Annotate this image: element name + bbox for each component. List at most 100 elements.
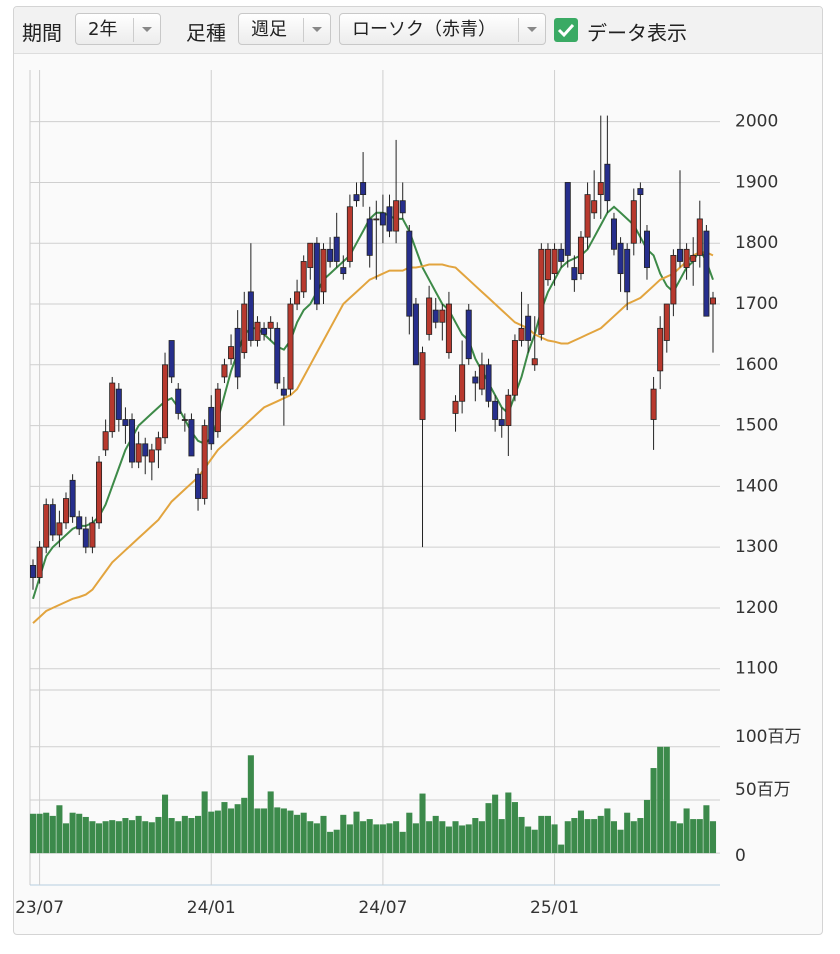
candle-body: [597, 182, 604, 196]
volume-bar: [393, 821, 400, 854]
volume-bar: [498, 819, 505, 854]
volume-bar: [399, 831, 406, 854]
candle-body: [366, 218, 373, 256]
interval-select[interactable]: 週足: [238, 13, 331, 45]
volume-bar: [676, 823, 684, 854]
x-tick-label: 24/01: [187, 898, 236, 918]
volume-bar: [624, 812, 631, 854]
candle-body: [69, 479, 76, 518]
candle-body: [452, 400, 459, 414]
candle-body: [696, 218, 703, 256]
candle-body: [690, 254, 697, 262]
dropdown-arrow: [518, 18, 545, 42]
period-select[interactable]: 2年: [75, 13, 161, 45]
candle-body: [604, 163, 611, 202]
volume-bar: [571, 818, 578, 854]
candle-body: [439, 309, 446, 323]
candle-body: [254, 321, 261, 341]
candle-body: [307, 242, 314, 268]
volume-bar: [56, 805, 63, 854]
volume-bar: [142, 821, 149, 854]
volume-bar: [69, 812, 76, 854]
candle-body: [657, 327, 664, 372]
candle-body: [135, 443, 142, 463]
volume-bar: [584, 819, 591, 854]
candle-body: [624, 248, 631, 293]
volume-bar: [670, 821, 677, 854]
volume-bar: [412, 823, 419, 854]
candle-body: [683, 248, 690, 268]
candle-body: [162, 364, 169, 439]
volume-bar: [122, 818, 129, 854]
candle-body: [287, 303, 294, 390]
candle-body: [617, 242, 624, 275]
y-tick-label: 1200: [735, 598, 778, 618]
candle-body: [247, 291, 254, 341]
candle-body: [564, 182, 571, 256]
candle-body: [234, 327, 241, 378]
y-tick-label: 1400: [735, 476, 778, 496]
volume-bar: [610, 821, 618, 854]
volume-bar: [221, 802, 228, 854]
candle-body: [274, 327, 281, 384]
y-tick-label: 1800: [735, 233, 778, 253]
style-value: ローソク（赤青）: [352, 19, 496, 40]
candle-body: [485, 364, 492, 402]
volume-bar: [188, 818, 195, 854]
candle-body: [313, 242, 320, 305]
candle-body: [544, 248, 551, 281]
candle-body: [155, 437, 162, 451]
volume-bar: [439, 821, 446, 854]
candle-body: [472, 376, 479, 384]
volume-bar: [564, 821, 571, 854]
candle-body: [703, 230, 710, 317]
candle-body: [386, 206, 393, 232]
volume-bar: [320, 815, 327, 854]
candle-body: [208, 406, 215, 445]
volume-bar: [340, 814, 347, 854]
volume-bar: [280, 808, 287, 854]
candle-body: [492, 400, 499, 420]
volume-bar: [333, 829, 340, 854]
candle-body: [406, 230, 413, 317]
y-tick-label: 1500: [735, 416, 778, 436]
volume-bar: [228, 808, 235, 854]
candle-body: [676, 248, 683, 262]
volume-bar: [353, 811, 360, 854]
candle-body: [584, 194, 591, 238]
volume-bar: [313, 823, 320, 854]
candle-body: [122, 419, 129, 426]
candle-body: [36, 546, 43, 578]
volume-bar: [95, 823, 103, 854]
x-tick-label: 25/01: [530, 898, 579, 918]
style-select[interactable]: ローソク（赤青）: [339, 13, 546, 45]
volume-bar: [637, 818, 644, 854]
volume-bar: [274, 807, 281, 854]
candle-body: [221, 364, 228, 378]
candle-body: [591, 200, 598, 214]
candle-body: [670, 254, 677, 305]
volume-bar: [43, 812, 50, 854]
volume-tick-label: 50百万: [735, 780, 791, 800]
candle-body: [333, 236, 340, 262]
candle-body: [241, 303, 248, 354]
candle-body: [360, 182, 367, 196]
candle-body: [327, 248, 334, 262]
volume-bar: [703, 805, 710, 854]
volume-bar: [650, 768, 657, 854]
candle-body: [129, 419, 136, 463]
volume-bar: [525, 826, 532, 854]
volume-tick-label: 100百万: [735, 727, 801, 747]
dropdown-arrow: [303, 18, 330, 42]
candle-body: [175, 388, 182, 414]
candle-body: [201, 425, 208, 499]
volume-bar: [62, 823, 70, 854]
data-checkbox[interactable]: [554, 18, 578, 42]
volume-bar: [241, 797, 248, 854]
candle-body: [56, 522, 63, 536]
volume-bar: [459, 825, 466, 854]
volume-bar: [485, 803, 492, 854]
candle-body: [109, 382, 116, 433]
candle-body: [478, 364, 485, 390]
volume-bar: [254, 808, 261, 854]
